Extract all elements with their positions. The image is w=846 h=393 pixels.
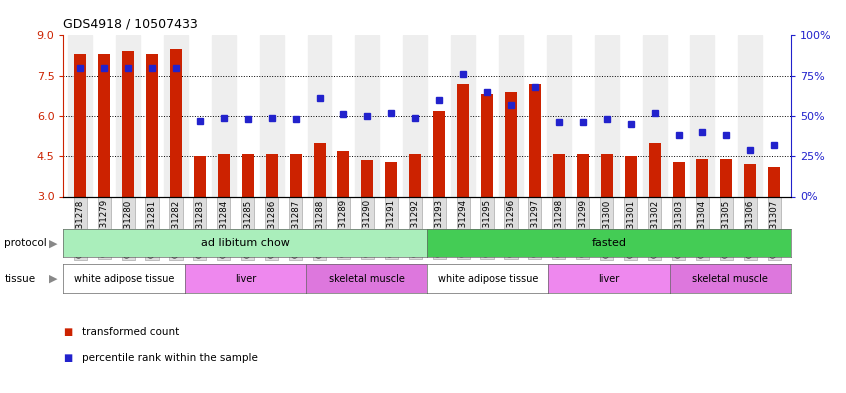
- Bar: [122, 51, 134, 196]
- Bar: [164, 35, 188, 197]
- Text: fasted: fasted: [591, 238, 627, 248]
- Bar: [649, 143, 661, 196]
- Bar: [194, 156, 206, 196]
- Bar: [673, 162, 684, 196]
- Bar: [690, 35, 714, 197]
- Bar: [338, 151, 349, 196]
- Text: transformed count: transformed count: [82, 327, 179, 337]
- Bar: [739, 35, 762, 197]
- Bar: [266, 154, 277, 196]
- Text: white adipose tissue: white adipose tissue: [74, 274, 174, 284]
- Bar: [385, 162, 398, 196]
- Bar: [433, 110, 445, 196]
- Text: ▶: ▶: [49, 238, 58, 248]
- Bar: [116, 35, 140, 197]
- Text: skeletal muscle: skeletal muscle: [328, 274, 404, 284]
- Bar: [212, 35, 236, 197]
- Bar: [404, 35, 427, 197]
- Bar: [355, 35, 379, 197]
- Bar: [242, 154, 254, 196]
- Text: GDS4918 / 10507433: GDS4918 / 10507433: [63, 18, 198, 31]
- Bar: [74, 54, 86, 196]
- Bar: [547, 35, 571, 197]
- Bar: [499, 35, 523, 197]
- Bar: [146, 54, 158, 196]
- Text: ▶: ▶: [49, 274, 58, 284]
- Text: ■: ■: [63, 353, 73, 363]
- Text: tissue: tissue: [4, 274, 36, 284]
- Bar: [721, 159, 733, 196]
- Text: liver: liver: [234, 274, 256, 284]
- Bar: [457, 84, 470, 196]
- Text: percentile rank within the sample: percentile rank within the sample: [82, 353, 258, 363]
- Bar: [289, 154, 301, 196]
- Bar: [577, 154, 589, 196]
- Bar: [217, 154, 230, 196]
- Bar: [170, 49, 182, 196]
- Bar: [696, 159, 708, 196]
- Text: protocol: protocol: [4, 238, 47, 248]
- Bar: [260, 35, 283, 197]
- Bar: [451, 35, 475, 197]
- Bar: [409, 154, 421, 196]
- Bar: [98, 54, 110, 196]
- Bar: [361, 160, 373, 196]
- Bar: [553, 154, 565, 196]
- Text: ■: ■: [63, 327, 73, 337]
- Bar: [595, 35, 618, 197]
- Bar: [529, 84, 541, 196]
- Bar: [744, 164, 756, 196]
- Bar: [308, 35, 332, 197]
- Bar: [768, 167, 780, 196]
- Bar: [69, 35, 92, 197]
- Text: white adipose tissue: white adipose tissue: [437, 274, 538, 284]
- Bar: [314, 143, 326, 196]
- Text: skeletal muscle: skeletal muscle: [692, 274, 768, 284]
- Text: liver: liver: [598, 274, 620, 284]
- Bar: [643, 35, 667, 197]
- Bar: [481, 94, 493, 196]
- Bar: [505, 92, 517, 196]
- Bar: [601, 154, 613, 196]
- Text: ad libitum chow: ad libitum chow: [201, 238, 290, 248]
- Bar: [624, 156, 637, 196]
